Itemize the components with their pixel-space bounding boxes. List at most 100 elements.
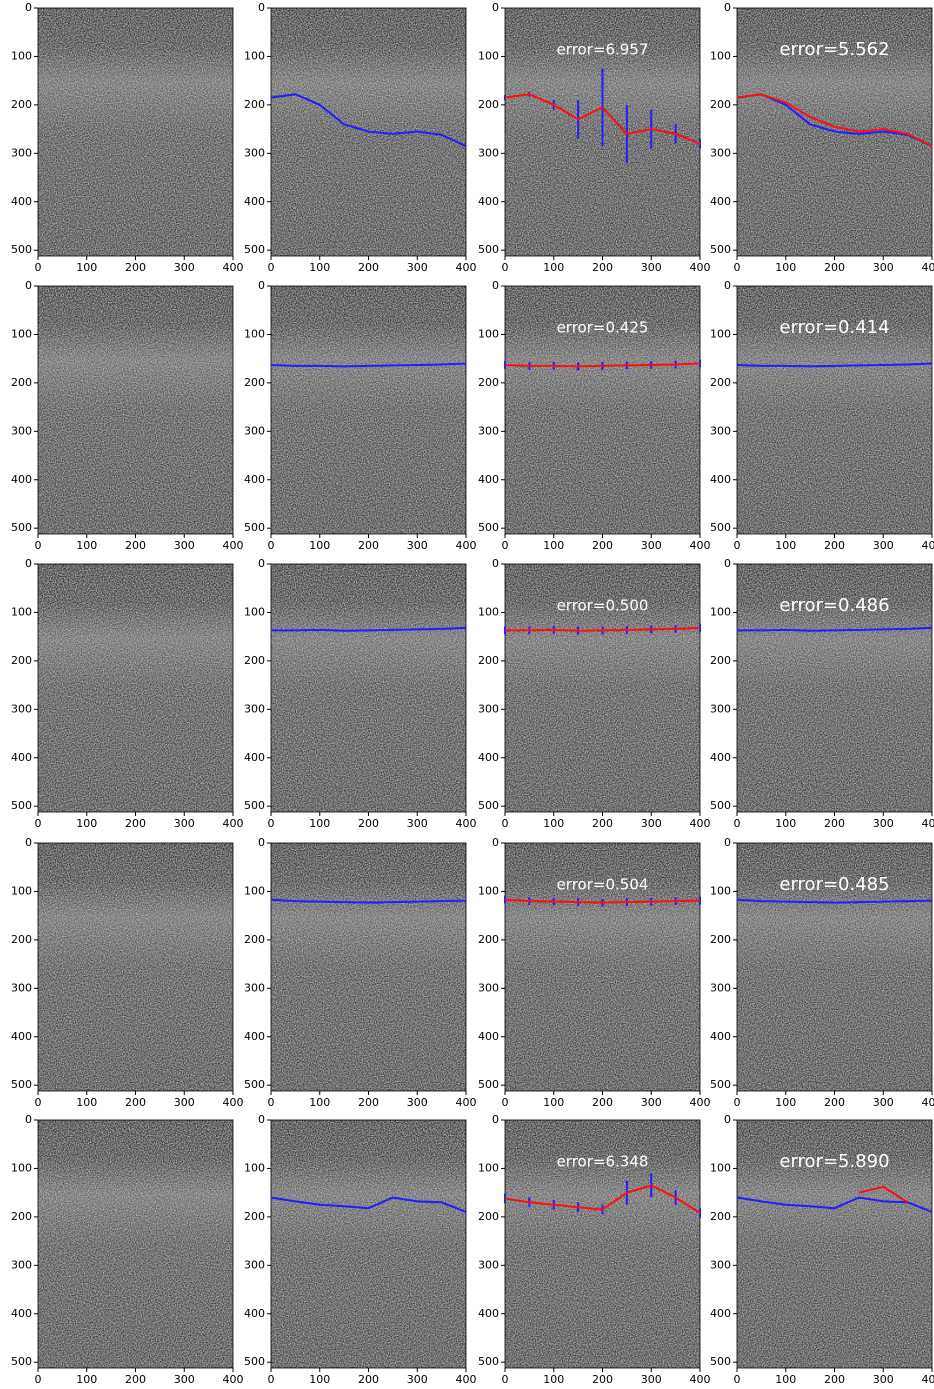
- y-tick-label: 500: [244, 1355, 265, 1368]
- y-tick-label: 500: [710, 243, 731, 256]
- error-annotation: error=5.890: [779, 1151, 889, 1172]
- x-tick-label: 200: [125, 261, 146, 274]
- image-noise: [38, 286, 233, 534]
- y-tick-label: 100: [710, 605, 731, 618]
- x-tick-label: 100: [309, 1373, 330, 1386]
- x-tick-label: 300: [407, 1096, 428, 1109]
- y-tick-label: 500: [478, 521, 499, 534]
- y-tick-label: 200: [244, 654, 265, 667]
- y-tick-label: 200: [244, 933, 265, 946]
- y-tick-label: 300: [244, 424, 265, 437]
- y-tick-label: 100: [478, 884, 499, 897]
- x-tick-label: 300: [873, 1373, 894, 1386]
- y-tick-label: 500: [11, 1355, 32, 1368]
- x-tick-label: 200: [358, 1373, 379, 1386]
- x-tick-label: 100: [76, 539, 97, 552]
- y-tick-label: 500: [11, 243, 32, 256]
- y-tick-label: 400: [710, 1030, 731, 1043]
- x-tick-label: 100: [309, 817, 330, 830]
- x-tick-label: 100: [309, 539, 330, 552]
- x-tick-label: 300: [873, 1096, 894, 1109]
- y-tick-label: 0: [258, 557, 265, 570]
- y-tick-label: 200: [710, 933, 731, 946]
- x-tick-label: 400: [223, 1373, 244, 1386]
- x-tick-label: 0: [268, 261, 275, 274]
- y-tick-label: 300: [710, 1258, 731, 1271]
- x-tick-label: 200: [592, 539, 613, 552]
- y-tick-label: 500: [710, 799, 731, 812]
- y-tick-label: 500: [11, 1078, 32, 1091]
- y-tick-label: 500: [11, 521, 32, 534]
- y-tick-label: 300: [244, 981, 265, 994]
- x-tick-label: 300: [407, 261, 428, 274]
- error-annotation: error=0.500: [557, 597, 649, 615]
- y-tick-label: 300: [244, 702, 265, 715]
- y-tick-label: 100: [11, 327, 32, 340]
- x-tick-label: 300: [641, 1373, 662, 1386]
- y-tick-label: 500: [478, 1355, 499, 1368]
- x-tick-label: 400: [690, 817, 711, 830]
- y-tick-label: 400: [244, 751, 265, 764]
- y-tick-label: 400: [11, 1030, 32, 1043]
- y-tick-label: 100: [11, 884, 32, 897]
- x-tick-label: 0: [268, 539, 275, 552]
- x-tick-label: 300: [174, 817, 195, 830]
- y-tick-label: 200: [478, 1210, 499, 1223]
- y-tick-label: 500: [244, 799, 265, 812]
- x-tick-label: 300: [174, 539, 195, 552]
- y-tick-label: 100: [244, 49, 265, 62]
- error-annotation: error=6.348: [557, 1153, 649, 1171]
- x-tick-label: 400: [456, 1096, 477, 1109]
- y-tick-label: 200: [710, 1210, 731, 1223]
- x-tick-label: 200: [592, 261, 613, 274]
- x-tick-label: 300: [641, 261, 662, 274]
- x-tick-label: 200: [125, 817, 146, 830]
- y-tick-label: 400: [244, 1307, 265, 1320]
- x-tick-label: 400: [922, 261, 934, 274]
- y-tick-label: 100: [478, 49, 499, 62]
- image-noise: [38, 1120, 233, 1368]
- x-tick-label: 0: [268, 1373, 275, 1386]
- y-tick-label: 200: [11, 933, 32, 946]
- x-tick-label: 100: [543, 261, 564, 274]
- y-tick-label: 400: [478, 751, 499, 764]
- x-tick-label: 300: [174, 1096, 195, 1109]
- x-tick-label: 0: [502, 261, 509, 274]
- x-tick-label: 400: [690, 1373, 711, 1386]
- y-tick-label: 300: [710, 981, 731, 994]
- y-tick-label: 100: [478, 1161, 499, 1174]
- x-tick-label: 200: [824, 1096, 845, 1109]
- y-tick-label: 300: [11, 146, 32, 159]
- x-tick-label: 400: [922, 817, 934, 830]
- y-tick-label: 0: [258, 1, 265, 14]
- error-annotation: error=0.414: [779, 317, 889, 338]
- y-tick-label: 200: [710, 98, 731, 111]
- y-tick-label: 0: [724, 279, 731, 292]
- x-tick-label: 300: [407, 539, 428, 552]
- x-tick-label: 0: [734, 539, 741, 552]
- x-tick-label: 400: [456, 817, 477, 830]
- x-tick-label: 400: [223, 539, 244, 552]
- y-tick-label: 400: [11, 195, 32, 208]
- x-tick-label: 0: [734, 817, 741, 830]
- y-tick-label: 400: [11, 473, 32, 486]
- y-tick-label: 500: [710, 1078, 731, 1091]
- y-tick-label: 300: [710, 702, 731, 715]
- y-tick-label: 400: [710, 195, 731, 208]
- x-tick-label: 0: [35, 539, 42, 552]
- x-tick-label: 0: [502, 1373, 509, 1386]
- image-noise: [271, 1120, 466, 1368]
- y-tick-label: 500: [710, 521, 731, 534]
- y-tick-label: 0: [724, 1113, 731, 1126]
- y-tick-label: 0: [25, 557, 32, 570]
- y-tick-label: 300: [710, 146, 731, 159]
- y-tick-label: 500: [244, 1078, 265, 1091]
- x-tick-label: 200: [358, 1096, 379, 1109]
- x-tick-label: 400: [922, 539, 934, 552]
- y-tick-label: 200: [11, 1210, 32, 1223]
- x-tick-label: 300: [407, 1373, 428, 1386]
- y-tick-label: 300: [11, 981, 32, 994]
- error-annotation: error=5.562: [779, 39, 889, 60]
- y-tick-label: 100: [710, 1161, 731, 1174]
- y-tick-label: 200: [710, 376, 731, 389]
